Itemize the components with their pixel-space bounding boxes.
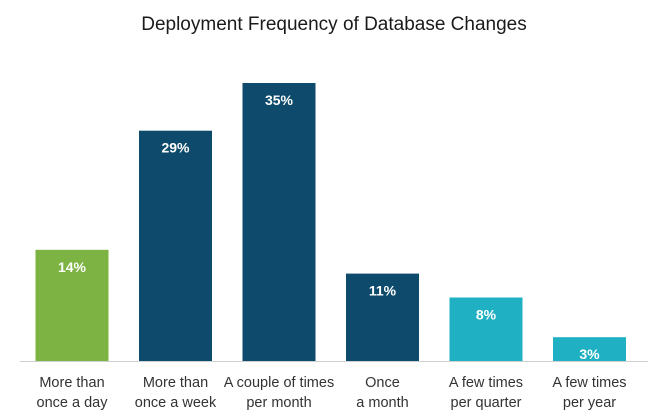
category-label-line: A couple of times (224, 375, 334, 391)
category-label-4: Once a month (356, 375, 408, 411)
bar-3 (242, 83, 316, 361)
category-label-line: More than (143, 375, 208, 391)
bar-value-label-1: 14% (58, 259, 87, 275)
bar-value-label-2: 29% (161, 140, 190, 156)
category-label-line: per year (563, 395, 616, 411)
category-label-line: More than (39, 375, 104, 391)
bar-value-label-4: 11% (369, 283, 397, 299)
category-label-3: A couple of times per month (224, 375, 334, 411)
bar-4 (346, 273, 419, 361)
category-label-2: More than once a week (135, 375, 217, 411)
bar-6 (553, 337, 626, 361)
bar-value-label-5: 8% (476, 307, 497, 323)
category-label-1: More than once a day (37, 375, 109, 411)
bar-2 (139, 130, 212, 361)
category-label-line: once a week (135, 395, 217, 411)
category-label-line: A few times (552, 375, 626, 391)
bar-1 (35, 249, 109, 361)
category-label-5: A few times per quarter (449, 375, 523, 411)
bar-value-label-3: 35% (265, 92, 294, 108)
category-label-line: per quarter (451, 395, 522, 411)
bar-value-label-6: 3% (579, 346, 600, 362)
bar-5 (449, 297, 523, 361)
category-label-line: per month (246, 395, 311, 411)
category-label-line: A few times (449, 375, 523, 391)
category-label-line: a month (356, 395, 408, 411)
category-label-6: A few times per year (552, 375, 626, 411)
category-label-line: once a day (37, 395, 109, 411)
chart-title: Deployment Frequency of Database Changes (141, 14, 527, 35)
category-label-line: Once (365, 375, 400, 391)
